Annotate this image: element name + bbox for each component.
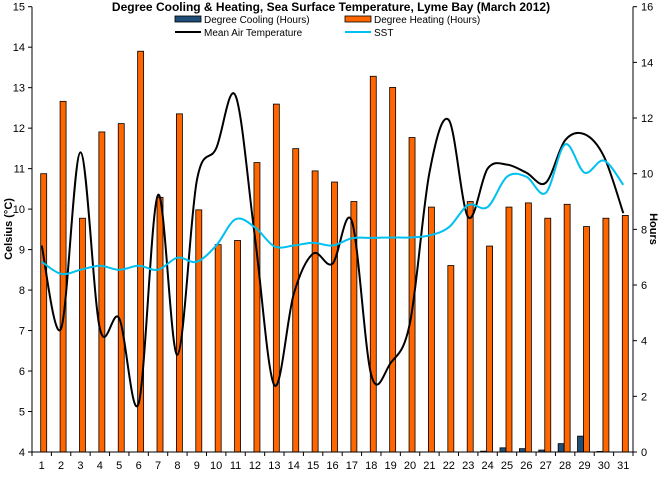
x-tick-label: 17 (346, 460, 358, 472)
x-tick-label: 8 (174, 460, 180, 472)
bar-heating-day-22 (447, 265, 455, 453)
bar-heating-day-27 (544, 217, 552, 453)
y2-tick-label: 14 (641, 57, 653, 69)
y-tick-label: 4 (19, 447, 25, 459)
bar-heating-day-8 (176, 113, 183, 453)
x-tick-label: 22 (443, 460, 455, 472)
x-tick-label: 12 (249, 460, 261, 472)
y-tick-label: 7 (19, 326, 25, 338)
bar-heating-day-15 (311, 170, 319, 453)
bar-heating-day-28 (563, 203, 571, 453)
bar-heating-day-31 (621, 215, 629, 453)
y-tick-label: 9 (19, 245, 25, 257)
bar-cooling-day-25 (499, 447, 507, 453)
y2-tick-label: 12 (641, 113, 653, 125)
bar-cooling-day-29 (577, 435, 584, 453)
y2-tick-label: 10 (641, 169, 653, 181)
legend-label-sst: SST (374, 28, 393, 39)
bar-heating-day-18 (369, 75, 377, 453)
x-tick-label: 26 (520, 460, 532, 472)
x-tick-label: 25 (501, 460, 513, 472)
y-tick-label: 15 (13, 2, 25, 14)
x-tick-label: 9 (194, 460, 200, 472)
legend-label-air-temp: Mean Air Temperature (204, 28, 303, 39)
legend-label-cooling: Degree Cooling (Hours) (204, 15, 310, 26)
y-tick-label: 14 (13, 42, 25, 54)
legend: Degree Cooling (Hours) Mean Air Temperat… (174, 15, 480, 39)
sst-line (41, 143, 625, 276)
bar-heating-day-14 (292, 148, 300, 453)
y2-tick-label: 16 (641, 2, 653, 14)
y2-tick-label: 4 (641, 336, 647, 348)
y-tick-label: 6 (19, 366, 25, 378)
x-tick-label: 14 (288, 460, 300, 472)
x-tick-label: 11 (230, 460, 241, 472)
x-tick-label: 15 (307, 460, 319, 472)
x-tick-label: 4 (97, 460, 103, 472)
bar-cooling-day-26 (518, 448, 526, 453)
x-tick-label: 3 (77, 460, 83, 472)
legend-swatch-heating (344, 15, 372, 23)
y-tick-label: 11 (14, 164, 25, 176)
y2-tick-label: 8 (641, 224, 647, 236)
y2-tick-label: 0 (641, 447, 647, 459)
legend-label-heating: Degree Heating (Hours) (374, 15, 480, 26)
bar-heating-day-5 (117, 123, 125, 453)
legend-swatch-cooling (174, 15, 202, 23)
bar-heating-day-13 (272, 103, 280, 453)
bar-cooling-day-28 (557, 443, 565, 453)
bar-heating-day-29 (583, 226, 590, 453)
y-tick-label: 8 (19, 285, 25, 297)
bar-heating-day-23 (466, 201, 474, 453)
x-tick-label: 1 (39, 460, 45, 472)
x-tick-label: 21 (423, 460, 435, 472)
x-tick-label: 27 (540, 460, 552, 472)
y2-axis-label: Hours (647, 213, 659, 245)
bar-heating-day-25 (505, 206, 513, 453)
y-tick-label: 5 (19, 407, 25, 419)
y-tick-label: 13 (13, 83, 25, 95)
bar-heating-day-4 (98, 131, 106, 453)
chart-title: Degree Cooling & Heating, Sea Surface Te… (112, 0, 550, 14)
x-tick-label: 30 (598, 460, 610, 472)
x-tick-label: 13 (268, 460, 280, 472)
x-tick-label: 5 (116, 460, 122, 472)
y-tick-label: 10 (13, 204, 25, 216)
bar-heating-day-26 (524, 202, 532, 453)
bar-heating-day-9 (195, 209, 203, 453)
x-tick-label: 31 (617, 460, 629, 472)
bar-heating-day-12 (253, 162, 261, 453)
x-tick-label: 18 (365, 460, 377, 472)
bar-heating-day-2 (59, 100, 67, 453)
bar-heating-day-19 (389, 87, 397, 453)
x-tick-label: 24 (481, 460, 493, 472)
bar-heating-day-16 (331, 181, 338, 453)
x-tick-label: 2 (58, 460, 64, 472)
x-tick-label: 28 (559, 460, 571, 472)
air-temperature-line (40, 92, 625, 408)
y-tick-label: 12 (13, 123, 25, 135)
x-tick-label: 20 (404, 460, 416, 472)
y2-tick-label: 2 (641, 391, 647, 403)
bar-heating-day-30 (602, 217, 610, 453)
bar-heating-day-24 (486, 245, 493, 453)
bar-heating-day-7 (156, 196, 164, 453)
bar-heating-day-11 (234, 240, 241, 453)
y-axis-label: Celsius (°C) (3, 198, 15, 260)
bar-heating-day-10 (214, 244, 222, 453)
bar-heating-day-21 (428, 206, 435, 453)
y2-tick-label: 6 (641, 280, 647, 292)
x-tick-label: 10 (210, 460, 222, 472)
bar-heating-day-1 (40, 173, 48, 453)
x-tick-label: 19 (385, 460, 397, 472)
x-tick-label: 7 (155, 460, 161, 472)
x-tick-label: 23 (462, 460, 474, 472)
x-tick-label: 16 (326, 460, 338, 472)
x-tick-label: 6 (136, 460, 142, 472)
x-tick-label: 29 (578, 460, 590, 472)
bar-heating-day-3 (79, 217, 86, 453)
